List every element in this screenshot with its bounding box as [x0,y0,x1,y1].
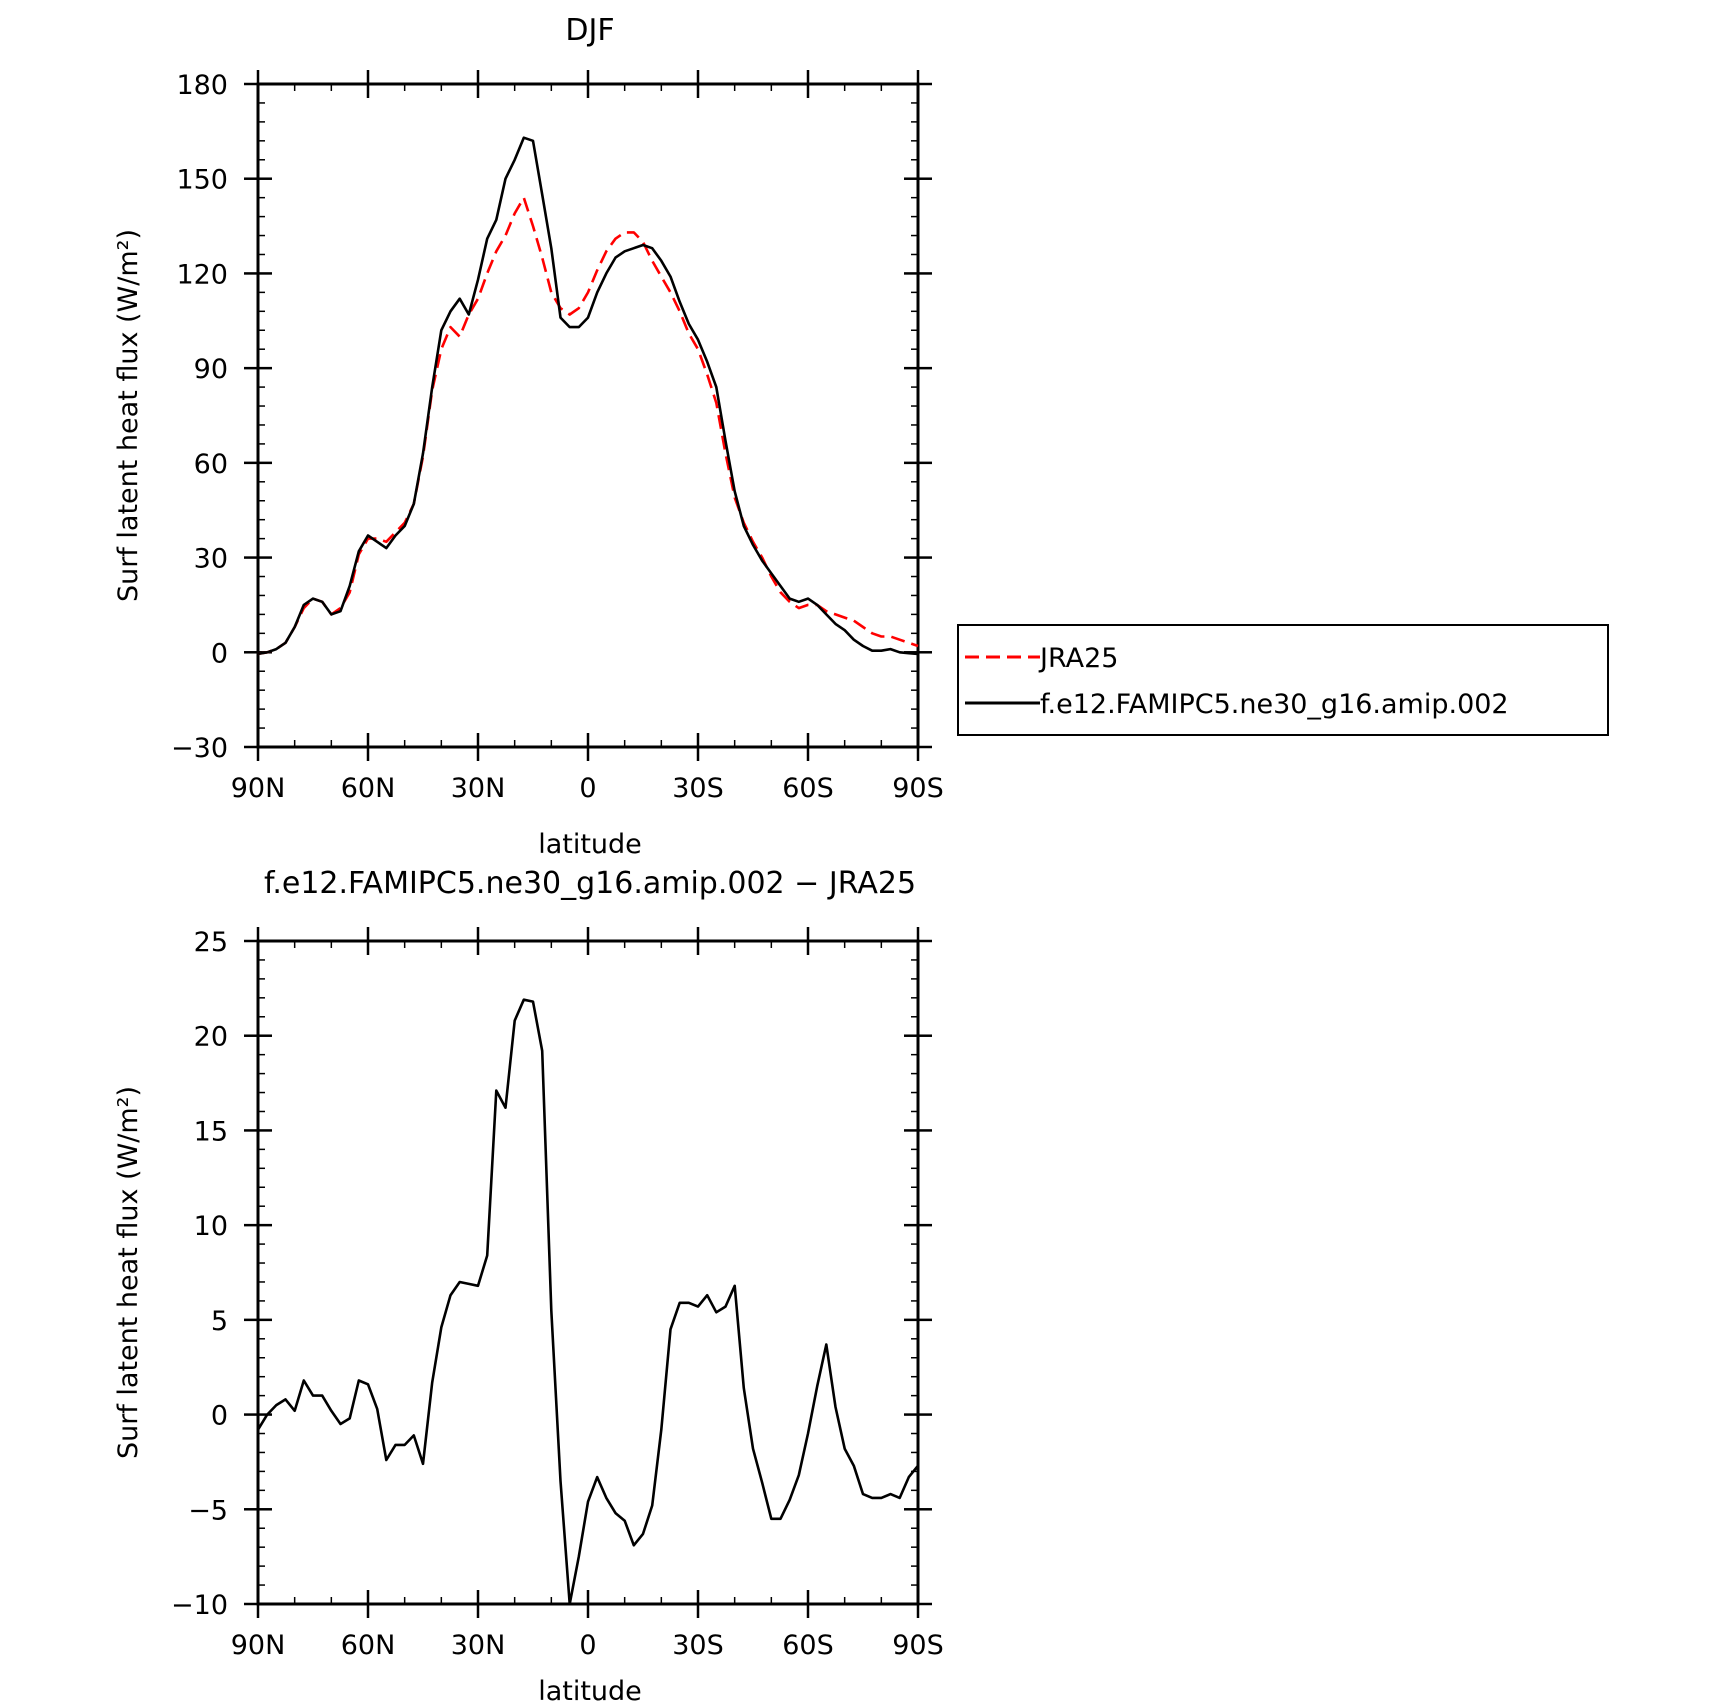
y-tick-label: −30 [171,733,228,764]
legend: JRA25 f.e12.FAMIPC5.ne30_g16.amip.002 [957,624,1609,736]
x-tick-label: 0 [579,1630,596,1661]
x-tick-label: 90N [231,773,286,804]
top-panel: DJF −30 0 30 60 90 120 150 180 90N 60N 30N 0 30S 60S… [113,13,944,860]
legend-label-model: f.e12.FAMIPC5.ne30_g16.amip.002 [1040,689,1509,720]
top-series-line-f-e12-famipc5-ne30-g16-amip-002 [257,136,919,656]
x-tick-label: 30N [451,1630,506,1661]
y-tick-label: 20 [194,1022,228,1053]
y-tick-label: 90 [194,354,228,385]
y-tick-label: 180 [176,70,228,101]
x-tick-label: 30N [451,773,506,804]
bottom-chart-title: f.e12.FAMIPC5.ne30_g16.amip.002 − JRA25 [264,866,916,901]
x-tick-label: 60N [341,1630,396,1661]
y-tick-label: −10 [171,1590,228,1621]
x-tick-label: 30S [672,1630,724,1661]
x-tick-label: 0 [579,773,596,804]
bottom-y-axis-label: Surf latent heat flux (W/m²) [113,1086,144,1459]
y-tick-label: 120 [176,259,228,290]
legend-box [957,624,1609,736]
bottom-ticks [244,927,932,1618]
y-tick-label: 30 [194,544,228,575]
y-tick-label: 0 [211,1401,228,1432]
y-tick-label: 60 [194,449,228,480]
y-tick-label: 10 [194,1211,228,1242]
y-tick-label: 15 [194,1116,228,1147]
top-ticks [244,70,932,761]
x-tick-label: 30S [672,773,724,804]
bottom-series-line-difference [256,998,920,1606]
x-tick-label: 60N [341,773,396,804]
bottom-panel: f.e12.FAMIPC5.ne30_g16.amip.002 − JRA25 … [113,866,944,1706]
top-y-axis-label: Surf latent heat flux (W/m²) [113,229,144,602]
bottom-series [256,998,920,1606]
x-tick-label: 90N [231,1630,286,1661]
bottom-x-tick-labels: 90N 60N 30N 0 30S 60S 90S [231,1630,944,1661]
x-tick-label: 60S [782,773,834,804]
y-tick-label: 150 [176,165,228,196]
top-y-tick-labels: −30 0 30 60 90 120 150 180 [171,70,228,764]
top-series-line-jra25 [257,196,919,656]
top-series [257,136,919,656]
top-x-axis-label: latitude [538,829,642,860]
bottom-y-tick-labels: −10 −5 0 5 10 15 20 25 [171,927,228,1621]
x-tick-label: 90S [892,1630,944,1661]
y-tick-label: 25 [194,927,228,958]
x-tick-label: 60S [782,1630,834,1661]
y-tick-label: 5 [211,1306,228,1337]
x-tick-label: 90S [892,773,944,804]
top-x-tick-labels: 90N 60N 30N 0 30S 60S 90S [231,773,944,804]
y-tick-label: −5 [188,1495,228,1526]
legend-label-jra25: JRA25 [1038,643,1118,674]
top-chart-title: DJF [565,13,614,48]
y-tick-label: 0 [211,638,228,669]
bottom-x-axis-label: latitude [538,1676,642,1706]
